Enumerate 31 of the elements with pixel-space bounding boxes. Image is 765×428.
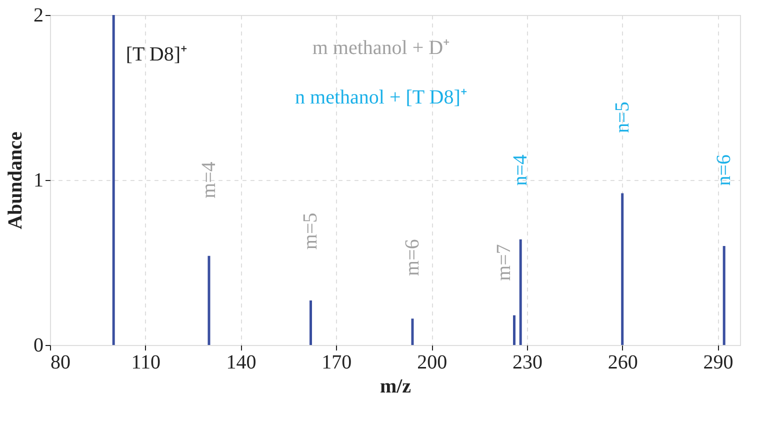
y-axis-title: Abundance <box>4 131 26 230</box>
bar <box>512 315 516 345</box>
annotation: m=7 <box>493 244 516 281</box>
x-tick-label: 110 <box>131 352 161 374</box>
x-tick-label: 230 <box>512 352 542 374</box>
x-tick-label: 170 <box>322 352 352 374</box>
x-tick-label: 260 <box>608 352 638 374</box>
y-tick-label: 0 <box>34 334 44 356</box>
x-axis-title: m/z <box>380 376 412 398</box>
bar <box>722 246 726 345</box>
annotation: m=6 <box>401 239 424 276</box>
annotation: n=4 <box>510 154 532 186</box>
annotation: m=4 <box>198 162 220 198</box>
annotation: [T D8]⁺ <box>126 44 188 66</box>
bar <box>411 318 414 345</box>
y-tick-label: 2 <box>34 4 44 26</box>
annotation: n=5 <box>611 102 634 133</box>
x-tick-label: 80 <box>50 352 70 374</box>
annotation: m=5 <box>300 212 322 250</box>
annotation: n methanol + [T D8]⁺ <box>295 86 468 108</box>
bar <box>112 15 115 345</box>
annotation: n=6 <box>713 154 736 186</box>
x-tick-label: 140 <box>226 352 256 374</box>
bar <box>519 239 522 345</box>
bar <box>208 256 210 345</box>
bar <box>309 300 312 345</box>
bar <box>621 193 624 345</box>
x-tick-label: 290 <box>703 352 734 374</box>
x-tick-label: 200 <box>417 352 448 374</box>
y-tick-label: 1 <box>34 170 44 192</box>
annotation: m methanol + D⁺ <box>312 37 450 59</box>
